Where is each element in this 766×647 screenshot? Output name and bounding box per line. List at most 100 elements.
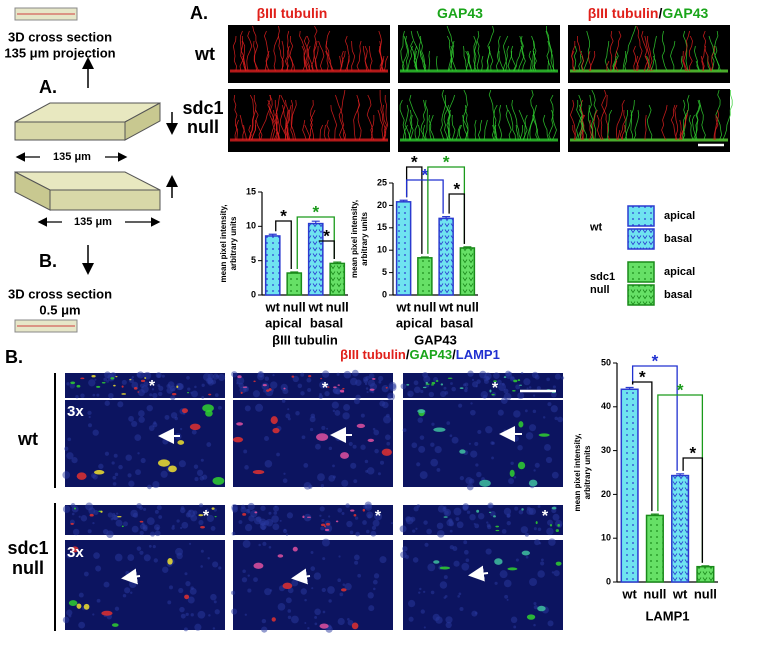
micrograph-noise — [461, 562, 470, 571]
micrograph-noise — [412, 557, 419, 563]
zoom-label: 3x — [67, 403, 84, 420]
micrograph-noise — [446, 421, 451, 425]
significance-marker: * — [422, 165, 429, 184]
micrograph-noise — [311, 587, 314, 590]
micrograph-noise — [285, 413, 291, 419]
micrograph-spot — [200, 526, 205, 529]
micrograph-noise — [464, 388, 468, 393]
micrograph-noise — [528, 386, 532, 389]
micrograph-spot — [198, 514, 204, 517]
micrograph-noise — [243, 449, 248, 454]
y-axis-label: mean pixel intensity, — [573, 433, 582, 511]
width-label: 135 μm — [74, 216, 112, 228]
micrograph-fiber — [289, 55, 294, 72]
micrograph-fiber — [588, 105, 594, 141]
micrograph-noise — [532, 409, 537, 414]
micrograph-fiber — [670, 40, 676, 72]
micrograph-noise — [515, 384, 521, 390]
micrograph-noise — [520, 526, 529, 534]
micrograph-noise — [459, 606, 464, 612]
micrograph-noise — [537, 570, 545, 578]
micrograph-noise — [95, 565, 102, 572]
micrograph-spot — [171, 392, 177, 396]
micrograph-noise — [423, 590, 426, 594]
micrograph-noise — [525, 432, 534, 440]
micrograph-noise — [545, 456, 553, 464]
micrograph-noise — [446, 519, 454, 527]
micrograph-noise — [193, 464, 199, 469]
micrograph-noise — [466, 510, 471, 514]
micrograph-spot — [555, 529, 559, 532]
micrograph-noise — [551, 571, 555, 574]
micrograph-noise — [149, 531, 156, 537]
micrograph-fiber — [474, 30, 480, 72]
micrograph-fiber — [548, 109, 554, 141]
micrograph-noise — [418, 591, 421, 594]
micrograph-noise — [465, 477, 473, 485]
micrograph — [398, 89, 560, 152]
micrograph-noise — [146, 404, 153, 412]
micrograph-noise — [517, 392, 525, 400]
micrograph-spot — [381, 448, 392, 456]
micrograph-noise — [96, 598, 101, 603]
micrograph-noise — [453, 507, 462, 516]
micrograph-noise — [103, 377, 108, 382]
micrograph-fiber — [701, 45, 706, 72]
micrograph-noise — [92, 613, 95, 616]
x-tick-label: wt — [308, 299, 324, 314]
micrograph-noise — [131, 420, 138, 428]
micrograph-noise — [464, 382, 469, 387]
micrograph-noise — [490, 441, 494, 445]
micrograph-noise — [268, 545, 272, 549]
micrograph-fiber — [424, 99, 428, 141]
micrograph-noise — [131, 375, 135, 379]
micrograph-fiber — [702, 30, 712, 72]
micrograph-fiber — [633, 45, 636, 72]
micrograph-fiber — [647, 35, 653, 72]
micrograph-noise — [146, 517, 155, 526]
micrograph-fiber — [248, 124, 252, 141]
title-part: / — [406, 347, 410, 362]
micrograph-noise — [197, 610, 206, 619]
micrograph-noise — [304, 621, 307, 625]
micrograph-noise — [488, 504, 493, 508]
micrograph-fiber — [285, 109, 291, 141]
micrograph-noise — [458, 592, 462, 596]
micrograph-spot — [302, 515, 305, 519]
micrograph-noise — [352, 444, 357, 449]
micrograph-fiber — [531, 50, 535, 72]
bar — [329, 262, 346, 296]
micrograph-noise — [62, 616, 70, 624]
row-label: sdc1 — [182, 98, 223, 118]
micrograph-noise — [236, 376, 245, 385]
micrograph-noise — [283, 472, 286, 475]
micrograph-noise — [153, 558, 158, 563]
micrograph-noise — [137, 452, 140, 455]
micrograph-fiber — [545, 30, 555, 72]
column-title: βIII tubulin/GAP43/LAMP1 — [340, 347, 500, 362]
micrograph-noise — [337, 578, 342, 583]
micrograph-spot — [70, 381, 76, 385]
micrograph-spot — [526, 614, 536, 620]
micrograph-noise — [345, 503, 350, 508]
micrograph-fiber — [693, 45, 700, 72]
legend-label: apical — [664, 210, 695, 222]
micrograph-noise — [430, 458, 439, 467]
micrograph-fiber — [646, 55, 650, 72]
micrograph-fiber — [353, 94, 360, 141]
micrograph-noise — [504, 594, 509, 599]
row-label: wt — [17, 429, 38, 449]
x-axis-label: LAMP1 — [645, 608, 689, 623]
micrograph-noise — [506, 598, 509, 601]
micrograph-noise — [125, 571, 130, 576]
micrograph-fiber — [591, 89, 597, 141]
micrograph-noise — [202, 373, 211, 381]
micrograph-noise — [537, 527, 542, 531]
micrograph-spot — [308, 375, 312, 378]
micrograph-noise — [550, 405, 558, 413]
micrograph-noise — [388, 383, 397, 392]
significance-bracket — [275, 220, 292, 269]
micrograph-noise — [158, 515, 163, 519]
micrograph-noise — [276, 452, 280, 457]
y-tick-label: 20 — [377, 200, 387, 210]
